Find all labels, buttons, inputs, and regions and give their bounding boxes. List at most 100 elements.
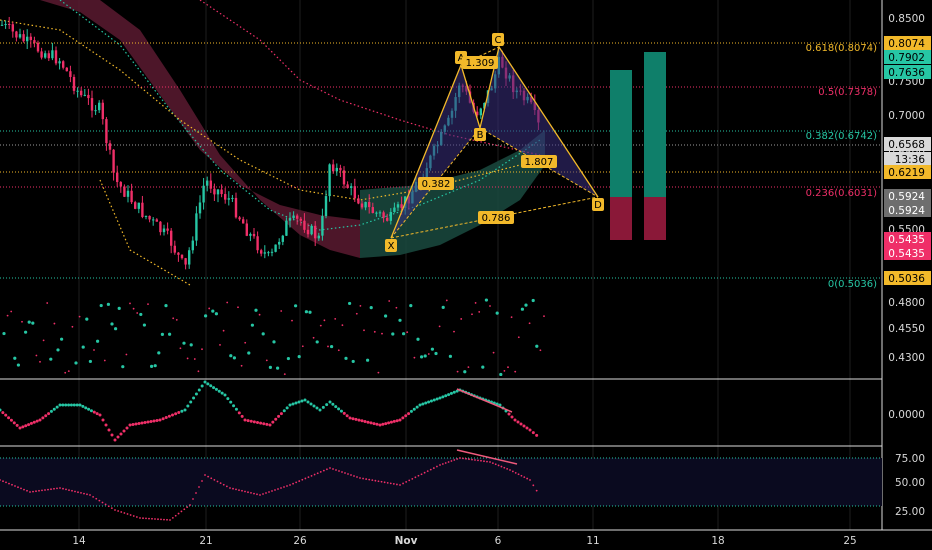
- osc-dot: [217, 389, 221, 393]
- candle-body: [141, 202, 144, 218]
- position-boxes[interactable]: [610, 52, 666, 240]
- rsi-dot: [86, 493, 88, 496]
- candle-body: [368, 202, 371, 208]
- volume-dot: [24, 330, 28, 334]
- rsi-dot: [253, 492, 255, 495]
- fib-label-1: 0.5(0.7378): [818, 87, 877, 98]
- volume-dot: [409, 304, 413, 308]
- osc-dot: [92, 410, 96, 414]
- fib-label-4: 0(0.5036): [828, 279, 877, 290]
- candle-body: [270, 251, 274, 253]
- price-tag-8: 0.5435: [888, 234, 925, 246]
- rsi-dot: [429, 468, 432, 471]
- rsi-panel: [0, 449, 882, 521]
- rsi-dot: [5, 481, 7, 484]
- rsi-dot: [371, 479, 374, 482]
- candle-body: [116, 172, 119, 183]
- rsi-dot: [23, 488, 25, 491]
- candle-body: [256, 236, 259, 251]
- volume-dot: [478, 311, 481, 313]
- volume-dot: [456, 370, 459, 373]
- rsi-dot: [392, 483, 395, 485]
- rsi-dot: [107, 505, 110, 508]
- time-axis[interactable]: 14 21 26 Nov 6 11 18 25: [72, 535, 856, 547]
- osc-dot: [113, 438, 117, 442]
- rsi-dot: [338, 470, 340, 472]
- candle-body: [386, 217, 389, 221]
- candle-body: [188, 250, 191, 265]
- osc-dot: [7, 416, 11, 420]
- volume-dot: [139, 312, 143, 317]
- rsi-dot: [157, 518, 159, 521]
- target-box-1: [644, 52, 666, 197]
- osc-dot: [220, 391, 224, 395]
- volume-dot: [244, 341, 247, 344]
- x-tick-0: 14: [72, 535, 86, 547]
- rsi-dot: [189, 504, 191, 506]
- osc-dot: [21, 425, 25, 429]
- osc-dot: [435, 397, 439, 401]
- rsi-dot: [256, 493, 258, 496]
- candle-body: [26, 36, 29, 42]
- candle-body: [4, 23, 7, 25]
- volume-dot: [208, 307, 211, 310]
- rsi-dot: [386, 481, 389, 484]
- rsi-dot: [389, 482, 392, 485]
- volume-dot: [157, 351, 161, 355]
- rsi-dot: [11, 483, 13, 486]
- candle-body: [292, 215, 295, 219]
- candle-body: [18, 34, 22, 38]
- rsi-dot: [295, 481, 298, 484]
- volume-dot: [261, 332, 265, 336]
- volume-dot: [510, 316, 513, 319]
- volume-dot: [78, 315, 81, 318]
- volume-dot: [147, 303, 149, 305]
- oscillator-panel: [0, 380, 539, 442]
- volume-dot: [323, 319, 326, 322]
- rsi-dot: [316, 472, 319, 475]
- osc-dot: [409, 409, 413, 413]
- osc-dot: [345, 414, 349, 418]
- osc-dot: [131, 423, 135, 426]
- rsi-dot: [474, 459, 476, 461]
- volume-dot: [520, 307, 525, 311]
- osc-dot: [67, 403, 71, 407]
- rsi-dot: [344, 472, 346, 474]
- volume-dot: [99, 303, 103, 308]
- osc-dot: [15, 423, 19, 427]
- volume-dot: [507, 366, 509, 369]
- rsi-dot: [83, 492, 85, 495]
- harmonic-pattern[interactable]: X A B C D 1.309 0.382 1.807 0.786: [385, 33, 604, 252]
- candle-body: [234, 197, 238, 218]
- osc-dot: [366, 420, 370, 424]
- price-tag-1: 0.7902: [888, 52, 925, 64]
- volume-dot: [71, 325, 74, 328]
- candle-body: [267, 252, 270, 254]
- rsi-dot: [101, 501, 104, 504]
- osc-dot: [134, 422, 138, 426]
- volume-dot: [258, 313, 261, 316]
- candle-body: [285, 220, 288, 236]
- x-tick-6: 18: [711, 535, 724, 547]
- volume-dot: [503, 369, 506, 372]
- rsi-dot: [32, 490, 34, 493]
- candle-body: [137, 202, 140, 209]
- candle-body: [8, 23, 11, 25]
- pattern-bd: [479, 127, 599, 198]
- osc-dot: [372, 422, 376, 426]
- osc-dot: [12, 421, 16, 425]
- rsi-dot: [20, 487, 22, 490]
- x-tick-7: 25: [843, 535, 856, 547]
- volume-dot: [64, 371, 67, 374]
- osc-dot: [268, 423, 272, 427]
- candle-body: [69, 71, 72, 77]
- rsi-dot: [151, 517, 153, 520]
- osc-dot: [444, 394, 448, 398]
- rsi-dot: [62, 487, 64, 490]
- osc-dot: [158, 418, 162, 422]
- price-axis[interactable]: 0.85000.75000.70000.65000.55000.48000.45…: [884, 13, 931, 518]
- volume-dot: [53, 322, 56, 325]
- rsi-dot: [535, 489, 538, 492]
- volume-dot: [150, 364, 154, 369]
